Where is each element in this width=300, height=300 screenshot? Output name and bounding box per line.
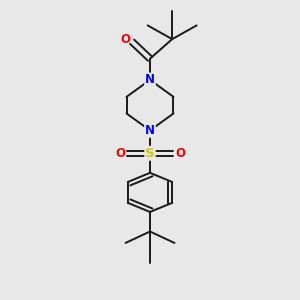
Text: S: S [145, 147, 155, 160]
Text: O: O [115, 147, 125, 160]
Text: N: N [145, 74, 155, 86]
Text: O: O [120, 33, 130, 46]
Text: N: N [145, 124, 155, 137]
Text: O: O [175, 147, 185, 160]
